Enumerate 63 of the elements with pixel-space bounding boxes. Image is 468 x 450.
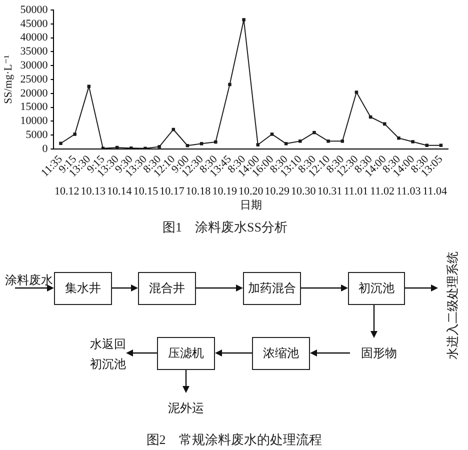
process-box: 初沉池 (348, 272, 405, 305)
text: 图2 常规涂料废水的处理流程 (145, 431, 323, 449)
text: 10.31 (317, 185, 342, 198)
point (298, 140, 302, 143)
text: 11.04 (422, 185, 448, 198)
y-tick-label: 10000 (20, 115, 48, 128)
y-tick-label: 35000 (20, 46, 48, 58)
y-tick-label: 40000 (20, 32, 48, 44)
text: 10.30 (291, 185, 316, 198)
point (284, 142, 288, 146)
point (354, 90, 358, 94)
point (326, 140, 330, 143)
y-tick-label: 20000 (20, 87, 48, 100)
text: 10.14 (107, 185, 132, 198)
process-box: 浓缩池 (252, 337, 310, 370)
point (228, 82, 232, 86)
process-box: 混合井 (138, 272, 196, 305)
text: 11.02 (370, 185, 394, 198)
y-tick-label: 45000 (20, 18, 48, 30)
point (340, 140, 344, 143)
point (439, 144, 443, 147)
y-tick-label: 0 (42, 142, 48, 155)
text: 11.03 (396, 185, 422, 198)
y-tick-label: 25000 (20, 73, 48, 86)
point (73, 132, 76, 136)
text: 10.18 (186, 185, 212, 198)
point (256, 143, 260, 146)
y-tick-label: 50000 (20, 4, 48, 16)
point (59, 142, 62, 146)
point (383, 122, 386, 126)
process-box: 加药混合 (243, 272, 301, 305)
process-box: 压滤机 (157, 337, 215, 370)
point (158, 145, 161, 148)
y-tick-label: 15000 (20, 101, 48, 114)
text: 泥外运 (168, 401, 204, 416)
point (200, 142, 204, 146)
text: 涂料废水 (5, 273, 53, 288)
text: 10.12 (54, 185, 80, 198)
x-axis-title: 日期 (240, 200, 262, 212)
text: 图1 涂料废水SS分析 (162, 220, 288, 235)
text: 10.29 (264, 185, 290, 198)
point (115, 146, 119, 149)
text: 11.01 (344, 185, 368, 198)
text: 10.15 (133, 185, 159, 198)
process-box: 集水井 (54, 272, 112, 305)
y-tick-label: 30000 (20, 59, 48, 72)
text: 10.19 (212, 185, 238, 198)
point (214, 140, 218, 144)
text: 10.13 (80, 185, 106, 198)
text: 固形物 (361, 346, 397, 361)
text: 10.17 (160, 185, 185, 198)
point (411, 140, 414, 144)
point (312, 130, 316, 134)
text: 水返回初沉池 (90, 336, 127, 373)
point (130, 146, 133, 149)
point (425, 144, 429, 147)
y-tick-label: 5000 (26, 128, 48, 141)
text: 10.20 (238, 185, 264, 198)
point (270, 132, 274, 136)
point (397, 136, 400, 140)
y-axis-title: SS/mg·L⁻¹ (2, 55, 14, 104)
text: 水进入二级处理系统 (446, 251, 460, 359)
point (242, 18, 246, 22)
